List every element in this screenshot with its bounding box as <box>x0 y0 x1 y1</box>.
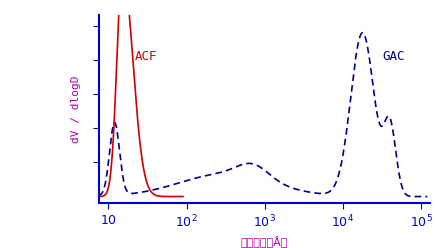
Text: ACF: ACF <box>135 50 158 63</box>
X-axis label: 細孔直徑（Å）: 細孔直徑（Å） <box>241 235 288 247</box>
Text: GAC: GAC <box>383 50 405 63</box>
Y-axis label: dV / dlogD: dV / dlogD <box>71 75 81 143</box>
